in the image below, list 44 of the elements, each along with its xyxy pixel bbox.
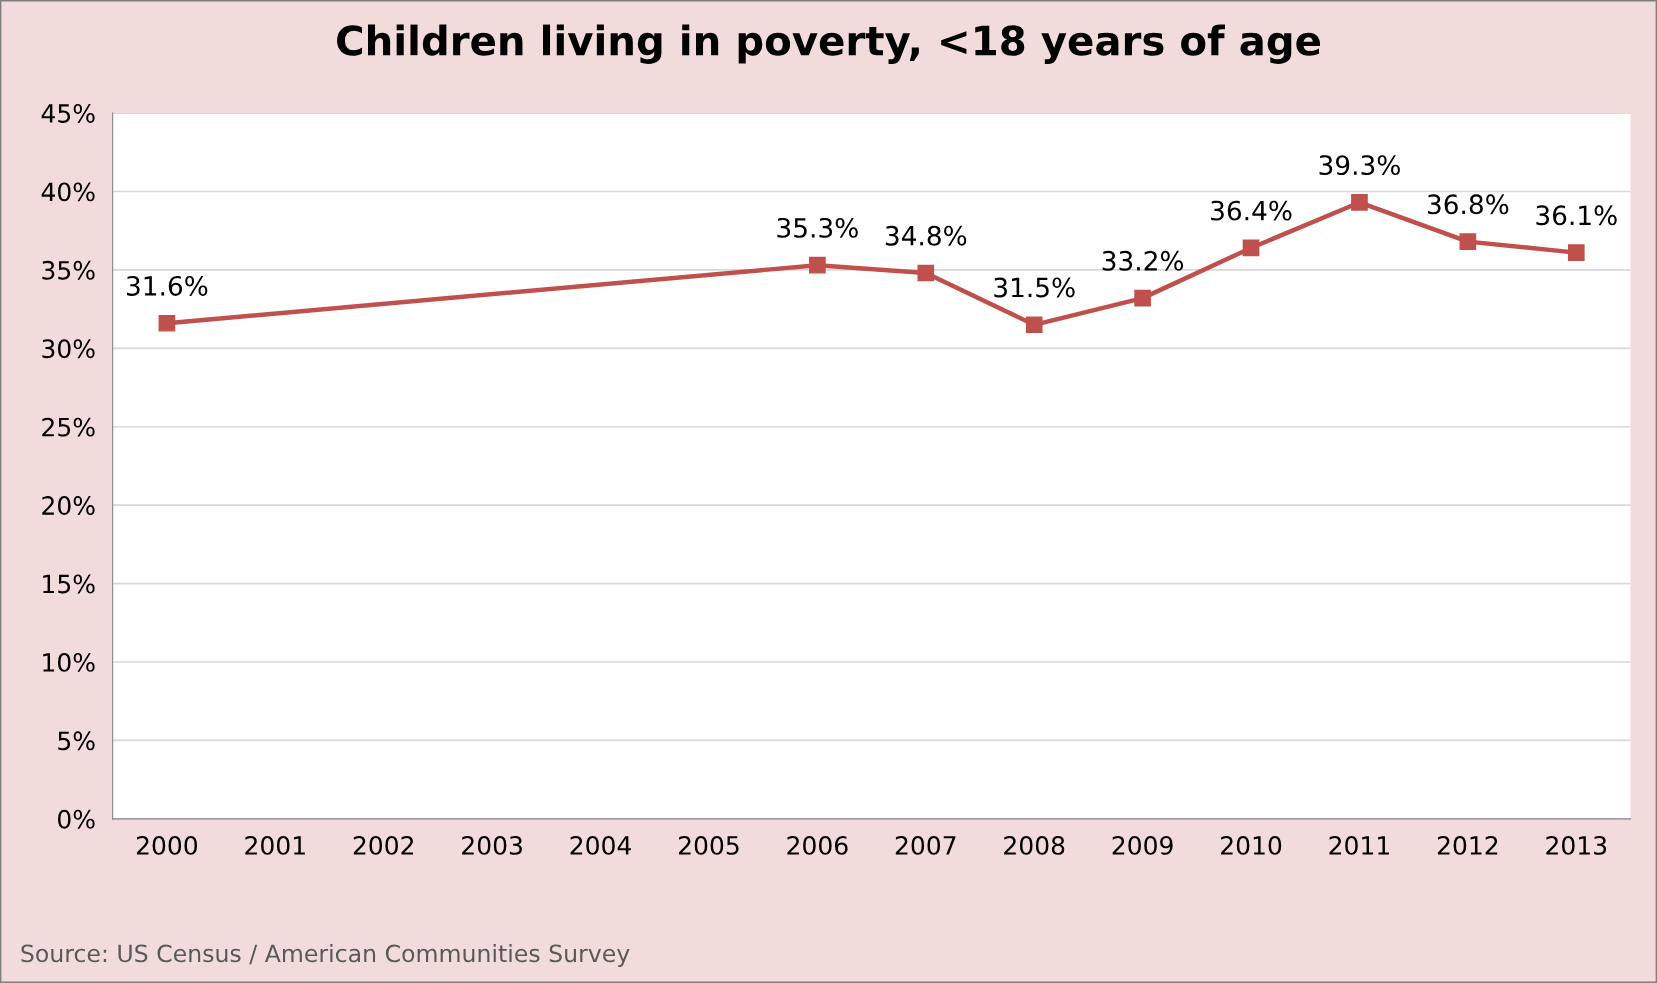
data-label: 36.1% <box>1536 205 1617 226</box>
chart-title: Children living in poverty, <18 years of age <box>337 24 1320 64</box>
x-tick-label: 2010 <box>1221 835 1282 855</box>
y-tick-label: 10% <box>43 652 95 672</box>
y-tick-label: 40% <box>41 182 95 202</box>
data-label: 39.3% <box>1319 155 1400 176</box>
x-tick-label: 2008 <box>1004 835 1065 855</box>
x-tick-label: 2007 <box>895 835 956 855</box>
data-label: 31.6% <box>126 275 208 296</box>
point <box>809 256 826 274</box>
x-tick-label: 2000 <box>136 835 198 855</box>
data-label: 35.3% <box>777 217 858 238</box>
data-label: 31.5% <box>994 277 1075 298</box>
x-tick-label: 2012 <box>1437 835 1498 855</box>
y-tick-label: 20% <box>42 496 95 516</box>
y-tick-label: 45% <box>41 103 95 123</box>
point <box>917 264 935 282</box>
point <box>1351 194 1368 211</box>
data-label: 36.8% <box>1427 194 1509 215</box>
x-tick-label: 2013 <box>1546 835 1607 855</box>
point <box>1459 233 1477 250</box>
y-tick-label: 0% <box>58 809 95 829</box>
x-tick-label: 2001 <box>245 835 305 855</box>
data-label: 36.4% <box>1211 200 1292 221</box>
point <box>1242 239 1260 257</box>
y-tick-label: 30% <box>42 339 95 359</box>
x-tick-label: 2005 <box>678 835 739 855</box>
y-tick-label: 5% <box>58 731 95 751</box>
x-tick-label: 2004 <box>570 835 631 855</box>
x-tick-label: 2002 <box>353 835 414 855</box>
data-label: 33.2% <box>1102 250 1184 271</box>
x-tick-label: 2011 <box>1329 835 1389 855</box>
source-note: Source: US Census / American Communities Survey <box>21 944 630 967</box>
point <box>158 314 176 332</box>
data-label: 34.8% <box>885 225 967 246</box>
point <box>1567 244 1585 261</box>
point <box>1025 316 1043 334</box>
y-tick-label: 35% <box>42 260 95 280</box>
point <box>1134 289 1151 307</box>
x-tick-label: 2009 <box>1112 835 1173 855</box>
x-tick-label: 2003 <box>462 835 522 855</box>
y-tick-label: 15% <box>43 574 95 594</box>
x-tick-label: 2006 <box>787 835 848 855</box>
y-tick-label: 25% <box>42 417 95 437</box>
